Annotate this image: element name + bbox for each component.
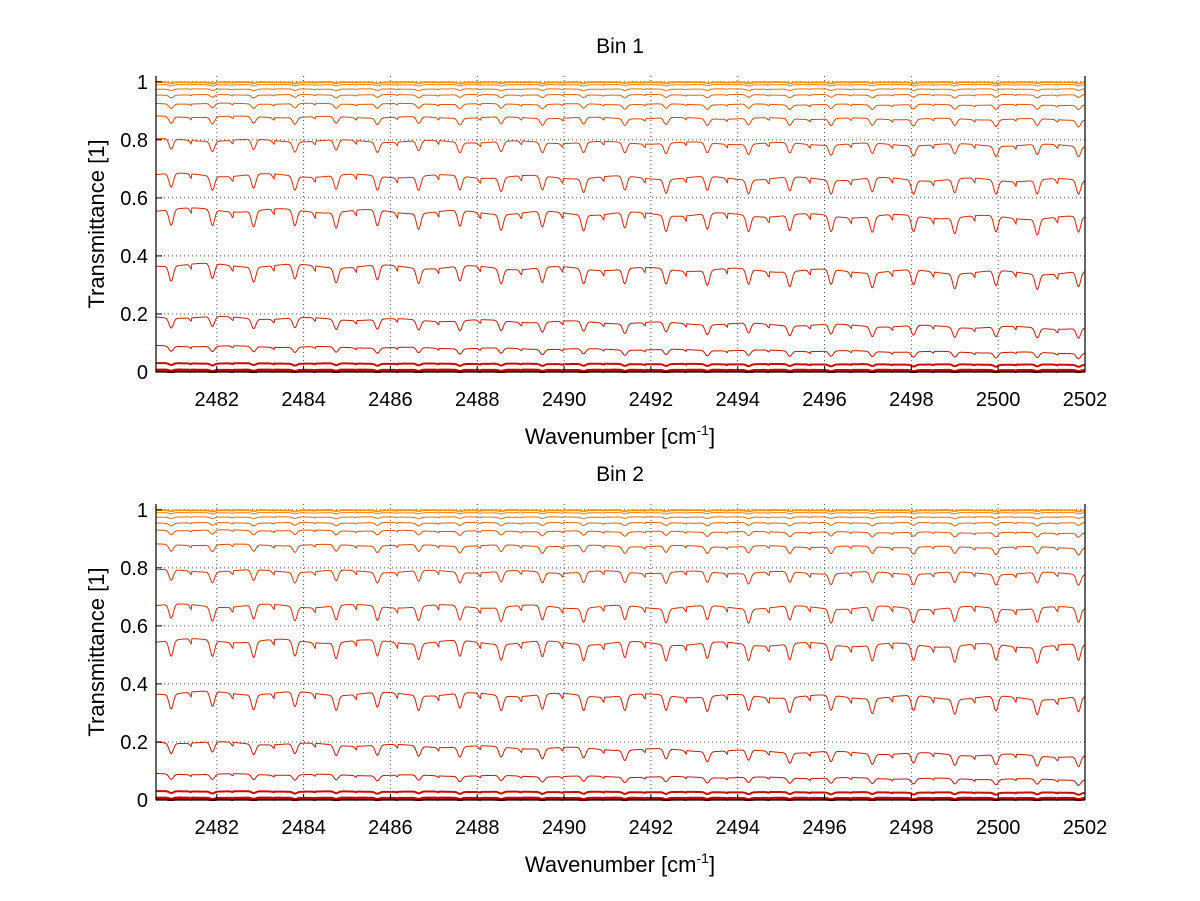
y-tick-label: 0.6 [120, 616, 148, 638]
x-tick-label: 2486 [368, 389, 413, 411]
series-line [155, 512, 1086, 515]
y-axis-label: Transmittance [1] [84, 139, 109, 308]
series-line [155, 344, 1086, 360]
series-line [155, 603, 1086, 624]
series-line [156, 81, 1086, 84]
series-line [155, 569, 1086, 586]
x-tick-label: 2500 [976, 389, 1021, 411]
subplot-title: Bin 2 [596, 463, 644, 486]
series-line [155, 115, 1086, 128]
series-line [155, 741, 1086, 768]
series-line [155, 84, 1086, 87]
x-tick-label: 2488 [455, 817, 500, 839]
y-tick-label: 0.4 [120, 246, 148, 268]
series-line [155, 368, 1086, 373]
y-tick-labels: 0 0.2 0.4 0.6 0.8 1 [120, 72, 148, 384]
x-tick-label: 2490 [542, 389, 587, 411]
series-line [156, 790, 1086, 796]
x-axis-label: Wavenumber [cm-1] [525, 850, 715, 877]
series-line [156, 362, 1086, 368]
series-line [155, 94, 1086, 99]
y-tick-label: 0.2 [120, 304, 148, 326]
x-tick-label: 2498 [889, 817, 934, 839]
subplot-title: Bin 1 [596, 35, 644, 58]
y-tick-label: 0.8 [120, 558, 148, 580]
x-tick-label: 2494 [715, 817, 760, 839]
x-tick-label: 2482 [195, 389, 240, 411]
y-tick-label: 1 [137, 72, 148, 94]
x-tick-label: 2502 [1063, 389, 1108, 411]
subplot-bin-2: Bin 2 2482 2484 2486 2488 2490 2492 2494 2496 24… [84, 463, 1107, 877]
series-line [155, 543, 1086, 556]
x-tick-label: 2482 [195, 817, 240, 839]
x-tick-label: 2498 [889, 389, 934, 411]
x-tick-label: 2486 [368, 817, 413, 839]
y-tick-label: 1 [137, 500, 148, 522]
y-tick-labels: 0 0.2 0.4 0.6 0.8 1 [120, 500, 148, 812]
x-tick-label: 2496 [802, 817, 847, 839]
y-axis-label: Transmittance [1] [84, 567, 109, 736]
x-tick-labels: 2482 2484 2486 2488 2490 2492 2494 2496 2498 2500… [195, 817, 1108, 839]
series-line [155, 138, 1086, 158]
series-line [155, 207, 1086, 236]
x-tick-label: 2496 [802, 389, 847, 411]
x-tick-label: 2488 [455, 389, 500, 411]
series-line [155, 772, 1086, 786]
y-tick-label: 0 [137, 362, 148, 384]
x-axis-label: Wavenumber [cm-1] [525, 422, 715, 449]
series-line [155, 316, 1086, 339]
series-group [155, 81, 1086, 373]
y-tick-label: 0.2 [120, 732, 148, 754]
series-line [155, 690, 1086, 716]
series-line [155, 529, 1086, 538]
y-tick-label: 0 [137, 790, 148, 812]
series-line [155, 262, 1086, 291]
y-tick-label: 0.6 [120, 188, 148, 210]
axes [155, 76, 1086, 373]
axes [155, 504, 1086, 801]
x-tick-label: 2492 [629, 817, 674, 839]
x-tick-labels: 2482 2484 2486 2488 2490 2492 2494 2496 2498 2500… [195, 389, 1108, 411]
x-tick-label: 2494 [715, 389, 760, 411]
series-line [155, 82, 1086, 85]
series-line [155, 522, 1086, 527]
series-line [156, 509, 1086, 512]
series-line [156, 516, 1086, 520]
subplot-bin-1: Bin 1 2482 2484 2486 2488 2490 2492 2494 2496 24… [84, 35, 1107, 449]
series-line [155, 796, 1086, 801]
x-tick-label: 2490 [542, 817, 587, 839]
series-line [155, 172, 1086, 195]
x-tick-label: 2502 [1063, 817, 1108, 839]
y-tick-label: 0.4 [120, 674, 148, 696]
x-tick-label: 2492 [629, 389, 674, 411]
y-tick-label: 0.8 [120, 130, 148, 152]
x-tick-label: 2484 [281, 389, 326, 411]
x-tick-label: 2484 [281, 817, 326, 839]
series-line [155, 638, 1086, 664]
x-tick-label: 2500 [976, 817, 1021, 839]
series-line [155, 510, 1086, 513]
series-line [156, 88, 1086, 92]
series-line [155, 102, 1086, 111]
